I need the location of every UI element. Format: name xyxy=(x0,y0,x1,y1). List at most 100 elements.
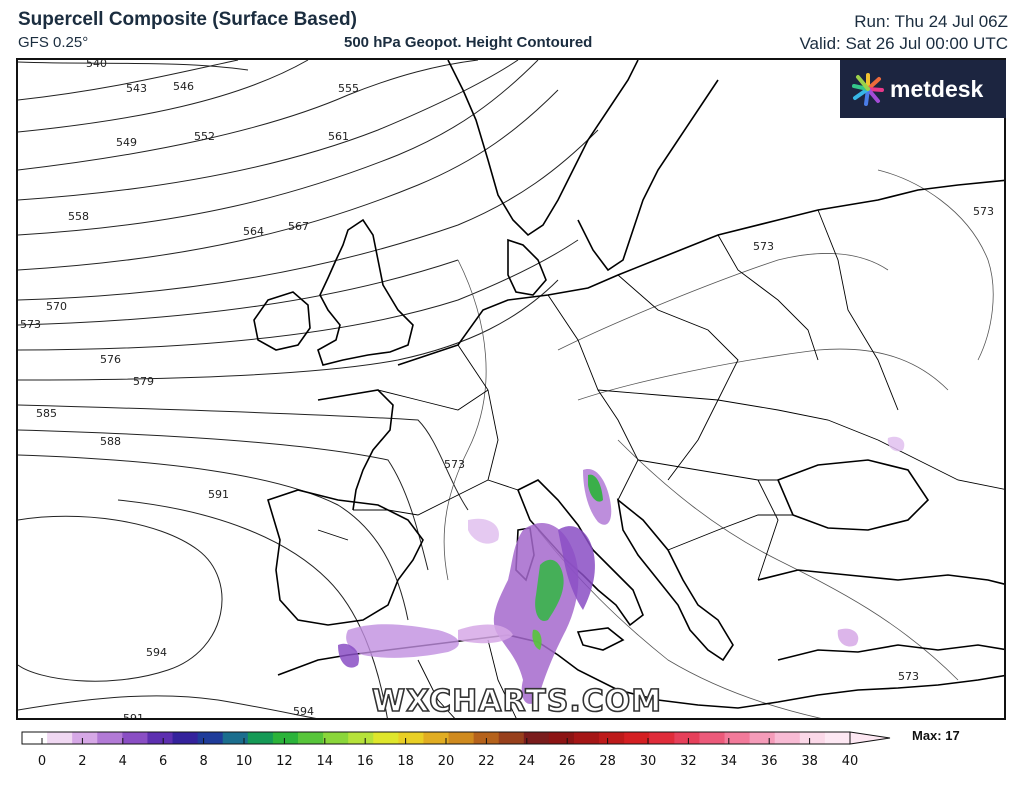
contour-line xyxy=(617,439,959,681)
contour-line xyxy=(18,454,409,621)
contour-line xyxy=(443,259,487,581)
border-line xyxy=(717,234,819,361)
colorbar-swatch xyxy=(674,732,700,744)
colorbar-tick-label: 34 xyxy=(721,754,738,769)
contour-label: 573 xyxy=(753,240,774,253)
colorbar-swatch xyxy=(699,732,726,744)
purple-field xyxy=(837,628,859,647)
contour-line xyxy=(18,60,479,171)
border-line xyxy=(417,659,455,718)
map-canvas: 540 543 546 549 552 555 558 561 564 567 … xyxy=(18,60,1004,720)
map-panel[interactable]: 540 543 546 549 552 555 558 561 564 567 … xyxy=(16,58,1006,720)
colorbar-swatch xyxy=(298,732,324,744)
eastern-contours xyxy=(443,169,994,718)
purple-field xyxy=(887,436,905,452)
colorbar-swatch xyxy=(22,732,48,744)
colorbar-swatch xyxy=(624,732,650,744)
contour-label: 567 xyxy=(288,220,309,233)
purple-field xyxy=(346,624,459,658)
chart-title: Supercell Composite (Surface Based) xyxy=(18,9,357,30)
coastlines xyxy=(253,60,1004,709)
colorbar-tick-label: 6 xyxy=(159,754,167,769)
colorbar-swatch xyxy=(348,732,374,744)
contour-label: 594 xyxy=(293,705,314,718)
purple-field xyxy=(558,526,595,610)
contour-label: 579 xyxy=(133,375,154,388)
green-core xyxy=(588,474,603,502)
colorbar-swatch xyxy=(122,732,148,744)
turkey-south-coast xyxy=(777,644,1004,661)
contour-line xyxy=(18,89,559,271)
colorbar-tick-label: 16 xyxy=(357,754,374,769)
contour-line xyxy=(577,348,949,401)
black-sea-coast xyxy=(776,459,930,531)
contour-line xyxy=(18,515,223,682)
colorbar-swatch xyxy=(774,732,801,744)
valid-time: Valid: Sat 26 Jul 00:00 UTC xyxy=(799,34,1008,53)
colorbar-swatch xyxy=(247,732,274,744)
colorbar-swatch xyxy=(498,732,525,744)
sicily-coast xyxy=(576,627,625,651)
denmark-coast xyxy=(507,238,547,296)
contour-label: 588 xyxy=(100,435,121,448)
contour-label: 573 xyxy=(973,205,994,218)
purple-field xyxy=(338,643,359,668)
supercell-field xyxy=(338,436,905,704)
border-line xyxy=(817,209,899,411)
model-label: GFS 0.25° xyxy=(18,34,89,51)
contour-label: 591 xyxy=(123,712,144,720)
border-line xyxy=(487,639,517,718)
colorbar-ticks: 0 2 4 6 8 10 12 14 16 18 20 22 24 26 28 30 32 34 36 38 40 xyxy=(38,738,858,769)
colorbar-tick-label: 24 xyxy=(519,754,536,769)
colorbar-tick-label: 18 xyxy=(397,754,414,769)
contour-line xyxy=(18,259,459,326)
colorbar-tick-label: 30 xyxy=(640,754,657,769)
contour-label: 555 xyxy=(338,82,359,95)
colorbar-swatch xyxy=(599,732,625,744)
green-core xyxy=(532,629,542,650)
colorbar-swatch xyxy=(97,732,123,744)
colorbar-arrow xyxy=(849,731,891,745)
colorbar-tick-label: 4 xyxy=(119,754,127,769)
colorbar-swatch xyxy=(72,732,98,744)
colorbar-tick-label: 0 xyxy=(38,754,46,769)
border-line xyxy=(597,389,879,441)
contour-line xyxy=(557,253,889,351)
contour-label: 564 xyxy=(243,225,264,238)
colorbar-swatch xyxy=(222,732,249,744)
contour-label: 585 xyxy=(36,407,57,420)
colorbar-swatch xyxy=(824,732,851,744)
contour-line xyxy=(18,60,309,133)
border-line xyxy=(317,529,349,541)
colorbar-swatch xyxy=(724,732,751,744)
border-line xyxy=(637,459,778,481)
contour-line xyxy=(18,129,599,301)
contour-label: 561 xyxy=(328,130,349,143)
europe-north-coast xyxy=(397,179,1004,366)
contour-line xyxy=(877,169,994,361)
contour-labels: 540 543 546 549 552 555 558 561 564 567 … xyxy=(20,60,994,720)
colorbar-swatch xyxy=(649,732,675,744)
contour-label: 546 xyxy=(173,80,194,93)
colorbar-swatch xyxy=(272,732,299,744)
purple-field xyxy=(468,518,499,544)
contour-line xyxy=(18,404,469,511)
france-coast xyxy=(317,389,394,511)
colorbar-tick-label: 14 xyxy=(317,754,334,769)
contour-line xyxy=(117,499,388,718)
contour-label: 552 xyxy=(194,130,215,143)
turkey-coast xyxy=(757,569,1004,585)
run-time: Run: Thu 24 Jul 06Z xyxy=(854,12,1008,31)
colorbar-tick-label: 26 xyxy=(559,754,576,769)
watermark-text: WXCHARTS.COM xyxy=(371,683,663,720)
iberia-coast xyxy=(267,489,424,626)
contour-label: 573 xyxy=(20,318,41,331)
contour-label: 573 xyxy=(444,458,465,471)
contour-line xyxy=(18,279,559,381)
colorbar-tick-label: 10 xyxy=(236,754,253,769)
contour-line xyxy=(18,429,429,571)
colorbar-swatches xyxy=(22,732,851,744)
colorbar-swatch xyxy=(548,732,575,744)
chart-subtitle: 500 hPa Geopot. Height Contoured xyxy=(344,34,593,51)
colorbar-swatch xyxy=(423,732,450,744)
